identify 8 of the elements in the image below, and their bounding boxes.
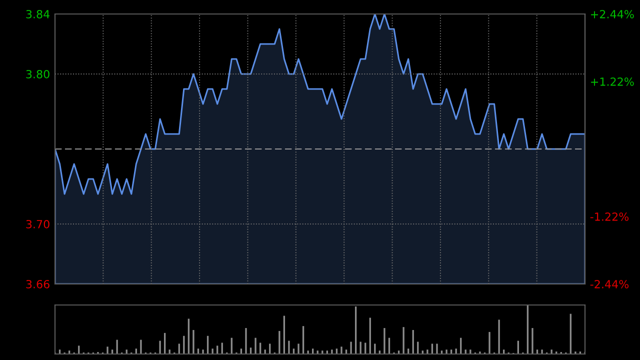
y2-tick-label: +1.22% bbox=[591, 77, 634, 86]
y2-tick-label: -2.44% bbox=[590, 280, 629, 288]
y-tick-label: 3.84 bbox=[26, 10, 50, 18]
y-tick-label: 3.70 bbox=[26, 220, 50, 228]
y2-tick-label: -1.22% bbox=[590, 212, 629, 221]
y2-tick-label: +2.44% bbox=[591, 10, 634, 18]
y-tick-label: 3.66 bbox=[26, 280, 50, 288]
y-tick-label: 3.80 bbox=[26, 70, 50, 78]
